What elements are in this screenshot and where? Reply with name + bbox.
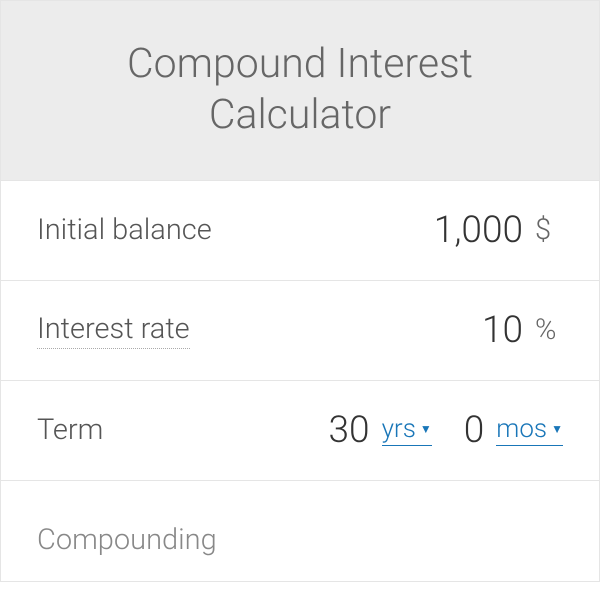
term-months-input[interactable]: 0 [464, 409, 485, 452]
interest-rate-input[interactable]: 10 [482, 309, 523, 352]
term-years-input[interactable]: 30 [329, 409, 370, 452]
term-years-unit-label: yrs [382, 414, 416, 444]
compounding-label: Compounding [37, 523, 563, 557]
term-row: Term 30 yrs ▼ 0 mos ▼ [1, 381, 599, 481]
page-title: Compound Interest Calculator [41, 39, 559, 142]
interest-rate-label[interactable]: Interest rate [37, 312, 190, 349]
interest-rate-value-group: 10 % [482, 309, 563, 352]
term-label: Term [37, 413, 329, 447]
initial-balance-row: Initial balance 1,000 $ [1, 181, 599, 281]
compounding-row: Compounding [1, 481, 599, 581]
term-months-unit-label: mos [496, 414, 547, 444]
interest-rate-label-wrapper: Interest rate [37, 312, 482, 349]
calculator-container: Compound Interest Calculator Initial bal… [0, 0, 600, 582]
interest-rate-unit: % [535, 313, 563, 347]
term-years-select[interactable]: yrs ▼ [382, 414, 432, 446]
initial-balance-label: Initial balance [37, 213, 434, 247]
initial-balance-unit: $ [535, 213, 563, 247]
chevron-down-icon: ▼ [551, 422, 563, 436]
initial-balance-input[interactable]: 1,000 [434, 209, 523, 252]
calculator-header: Compound Interest Calculator [1, 1, 599, 181]
chevron-down-icon: ▼ [420, 422, 432, 436]
initial-balance-value-group: 1,000 $ [434, 209, 563, 252]
term-months-select[interactable]: mos ▼ [496, 414, 563, 446]
interest-rate-row: Interest rate 10 % [1, 281, 599, 381]
term-value-group: 30 yrs ▼ 0 mos ▼ [329, 409, 563, 452]
